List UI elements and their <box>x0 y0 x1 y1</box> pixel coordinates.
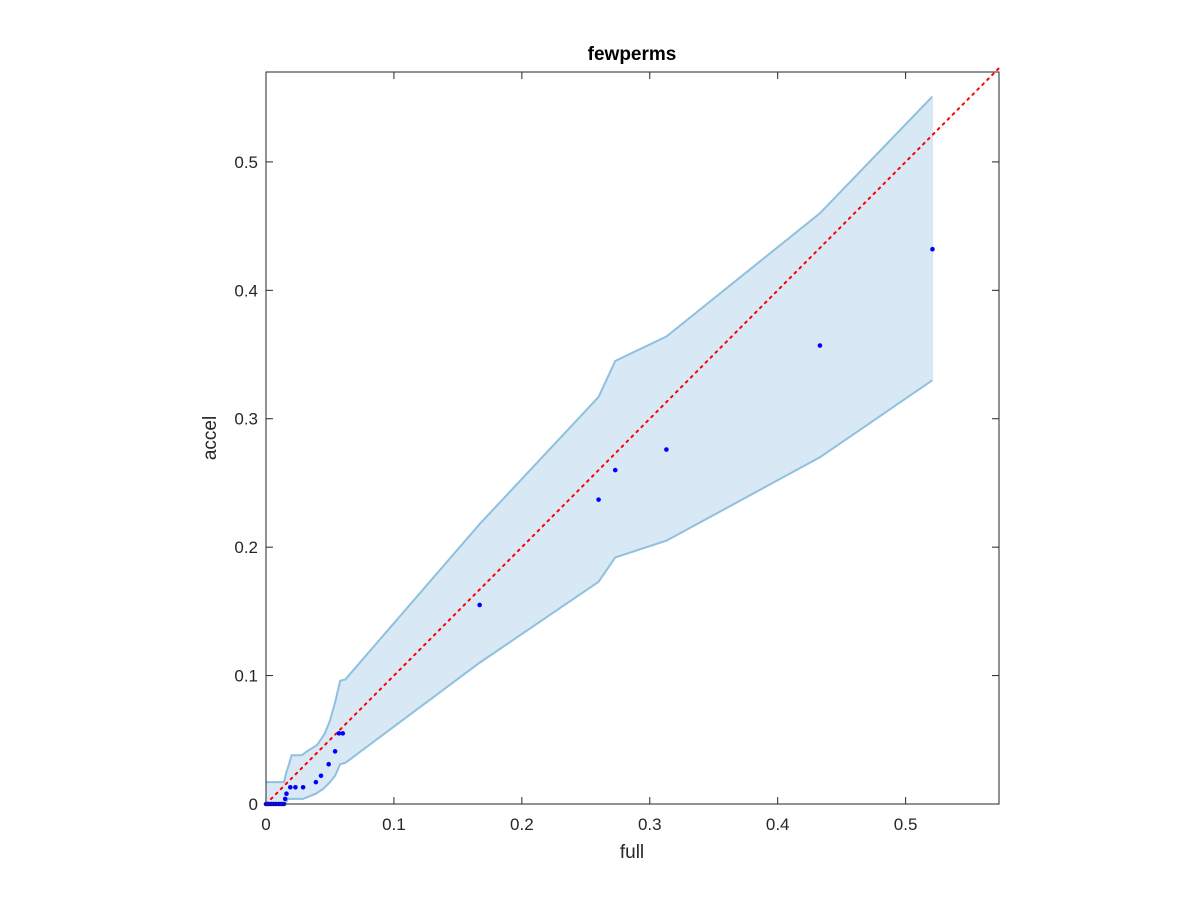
x-tick-label: 0 <box>261 815 270 834</box>
data-point <box>596 497 601 502</box>
x-tick-label: 0.3 <box>638 815 662 834</box>
data-point <box>318 773 324 779</box>
data-point <box>340 731 346 736</box>
chart-title: fewperms <box>588 44 677 65</box>
data-point <box>300 785 306 790</box>
data-point <box>477 602 482 608</box>
data-point <box>664 447 669 452</box>
data-point <box>817 343 823 348</box>
band-upper-edge <box>266 95 934 784</box>
band-lower-edge <box>266 379 934 805</box>
data-point <box>293 785 298 790</box>
reference-diagonal-line <box>265 67 1000 805</box>
data-point <box>336 731 342 736</box>
y-tick-label: 0 <box>249 795 258 814</box>
data-point <box>332 749 338 754</box>
data-point <box>282 796 288 802</box>
y-tick-label: 0.4 <box>234 281 258 300</box>
reference-line-layer <box>265 67 1000 805</box>
data-point <box>612 467 618 473</box>
band-fill <box>266 96 933 804</box>
data-point <box>313 779 319 785</box>
y-tick-label: 0.3 <box>234 410 258 429</box>
y-tick-label: 0.5 <box>234 153 258 172</box>
data-point <box>326 761 331 767</box>
y-axis-ticks: 0 0.1 0.2 0.3 0.4 0.5 <box>234 153 999 814</box>
data-point <box>288 785 293 790</box>
data-point <box>284 791 289 797</box>
x-tick-label: 0.2 <box>510 815 534 834</box>
x-axis-label: full <box>620 842 644 863</box>
data-point <box>930 246 935 252</box>
axes-box <box>265 71 1000 805</box>
x-tick-label: 0.4 <box>766 815 790 834</box>
y-axis-label: accel <box>200 416 221 460</box>
x-axis-ticks: 0 0.1 0.2 0.3 0.4 0.5 <box>261 72 917 834</box>
y-tick-label: 0.2 <box>234 538 258 557</box>
confidence-band-layer <box>266 95 934 805</box>
x-tick-label: 0.1 <box>382 815 406 834</box>
y-tick-label: 0.1 <box>234 667 258 686</box>
x-tick-label: 0.5 <box>894 815 918 834</box>
